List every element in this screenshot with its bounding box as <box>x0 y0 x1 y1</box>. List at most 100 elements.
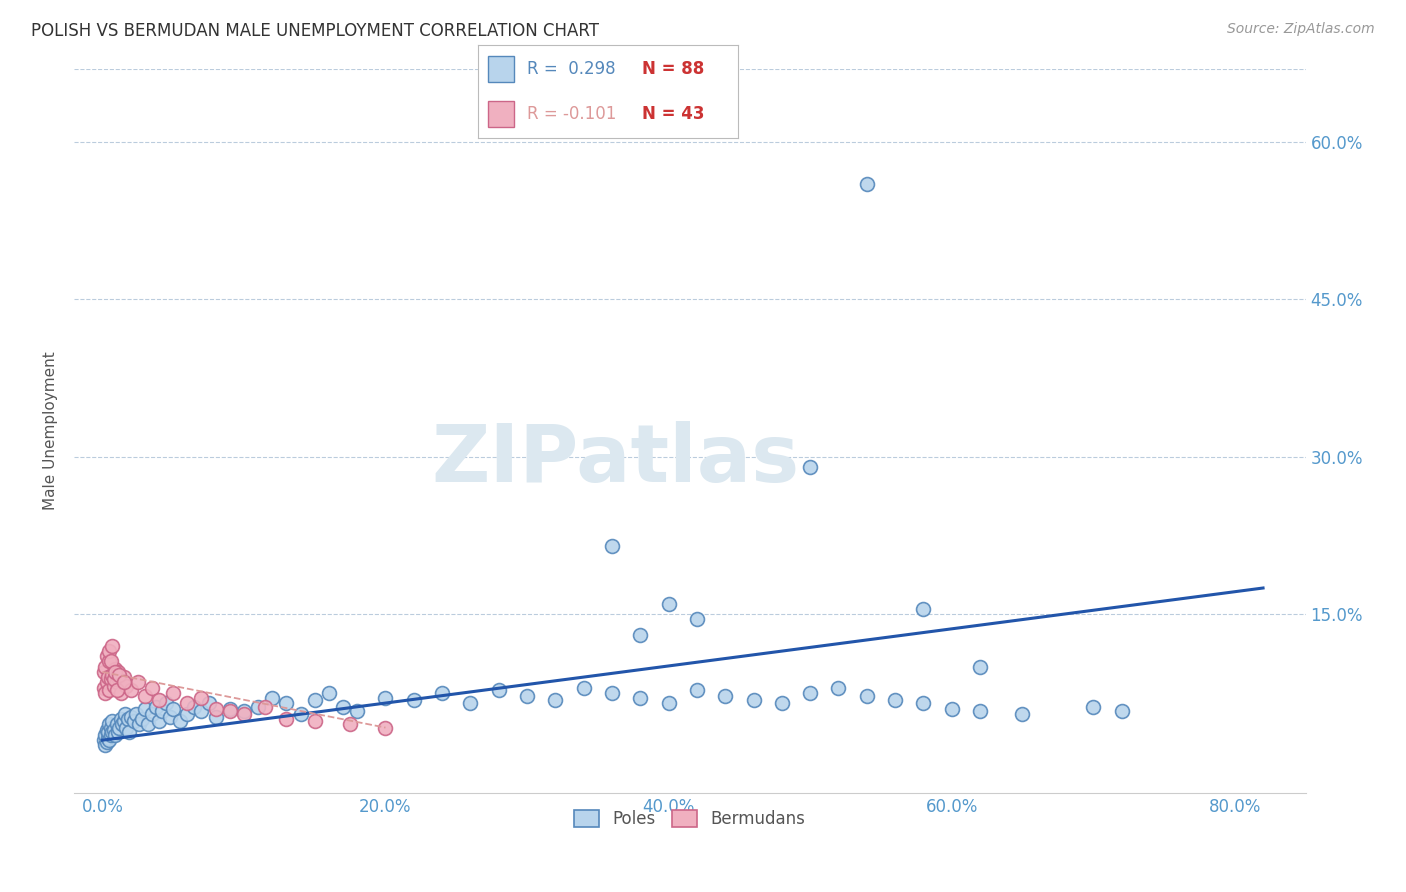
Point <box>332 699 354 714</box>
Point <box>658 597 681 611</box>
Point <box>304 693 326 707</box>
Point <box>120 710 142 724</box>
Point <box>101 714 124 729</box>
Point <box>150 704 173 718</box>
Point <box>686 682 709 697</box>
Point <box>176 697 198 711</box>
Point <box>96 723 118 737</box>
Point <box>276 712 298 726</box>
Point <box>117 712 139 726</box>
Point <box>103 723 125 737</box>
Point <box>742 693 765 707</box>
Point <box>600 539 623 553</box>
Point <box>169 714 191 729</box>
Point <box>112 675 135 690</box>
Point <box>98 682 121 697</box>
Point <box>827 681 849 695</box>
Point <box>141 706 163 721</box>
Point <box>100 673 122 687</box>
Point <box>104 665 127 679</box>
Point <box>969 704 991 718</box>
Point <box>96 735 118 749</box>
Point <box>339 717 361 731</box>
FancyBboxPatch shape <box>488 101 515 127</box>
Point <box>108 668 131 682</box>
Point <box>104 728 127 742</box>
Point <box>110 712 132 726</box>
Point <box>112 714 135 729</box>
Point <box>93 733 115 747</box>
Point <box>131 712 153 726</box>
Point <box>204 710 226 724</box>
Point <box>104 662 127 676</box>
Point <box>1011 706 1033 721</box>
Point <box>115 721 138 735</box>
Point <box>94 659 117 673</box>
Point <box>94 728 117 742</box>
Point <box>183 699 205 714</box>
Point <box>97 724 120 739</box>
Point <box>114 706 136 721</box>
Point <box>128 717 150 731</box>
Point <box>162 686 184 700</box>
Point <box>159 710 181 724</box>
Text: N = 88: N = 88 <box>643 60 704 78</box>
Point <box>799 460 821 475</box>
Point <box>93 665 115 679</box>
Point <box>770 697 793 711</box>
Point <box>430 686 453 700</box>
Text: ZIPatlas: ZIPatlas <box>432 420 800 499</box>
Point <box>98 655 121 669</box>
Point <box>108 673 131 687</box>
Point <box>101 639 124 653</box>
Point <box>97 670 120 684</box>
Point <box>1111 704 1133 718</box>
Point <box>912 697 935 711</box>
Point <box>628 691 651 706</box>
Point <box>103 679 125 693</box>
Legend: Poles, Bermudans: Poles, Bermudans <box>568 804 813 835</box>
Point <box>176 706 198 721</box>
Point <box>402 693 425 707</box>
Point <box>346 704 368 718</box>
Point <box>110 686 132 700</box>
Point <box>148 714 170 729</box>
Point <box>190 704 212 718</box>
Point <box>118 724 141 739</box>
Point <box>94 686 117 700</box>
Point <box>134 689 156 703</box>
Point <box>714 689 737 703</box>
Point <box>108 721 131 735</box>
Text: R = -0.101: R = -0.101 <box>527 105 617 123</box>
Point <box>262 691 284 706</box>
Point <box>136 717 159 731</box>
Point <box>120 682 142 697</box>
Point <box>247 699 270 714</box>
Point <box>107 724 129 739</box>
Text: Source: ZipAtlas.com: Source: ZipAtlas.com <box>1227 22 1375 37</box>
Text: N = 43: N = 43 <box>643 105 704 123</box>
Point <box>855 689 877 703</box>
Point <box>686 612 709 626</box>
Point <box>96 649 118 664</box>
Point <box>628 628 651 642</box>
Point <box>111 717 134 731</box>
Point <box>98 644 121 658</box>
Point <box>544 693 567 707</box>
Y-axis label: Male Unemployment: Male Unemployment <box>44 351 58 510</box>
Point <box>101 724 124 739</box>
Point <box>122 714 145 729</box>
Point <box>374 691 396 706</box>
Point <box>162 702 184 716</box>
Point <box>318 686 340 700</box>
Point <box>94 739 117 753</box>
Point <box>658 697 681 711</box>
Point <box>254 699 277 714</box>
Point <box>107 665 129 679</box>
Point <box>290 706 312 721</box>
Point <box>93 681 115 695</box>
Point <box>304 714 326 729</box>
Point <box>103 673 125 687</box>
Point <box>572 681 595 695</box>
Point <box>145 699 167 714</box>
